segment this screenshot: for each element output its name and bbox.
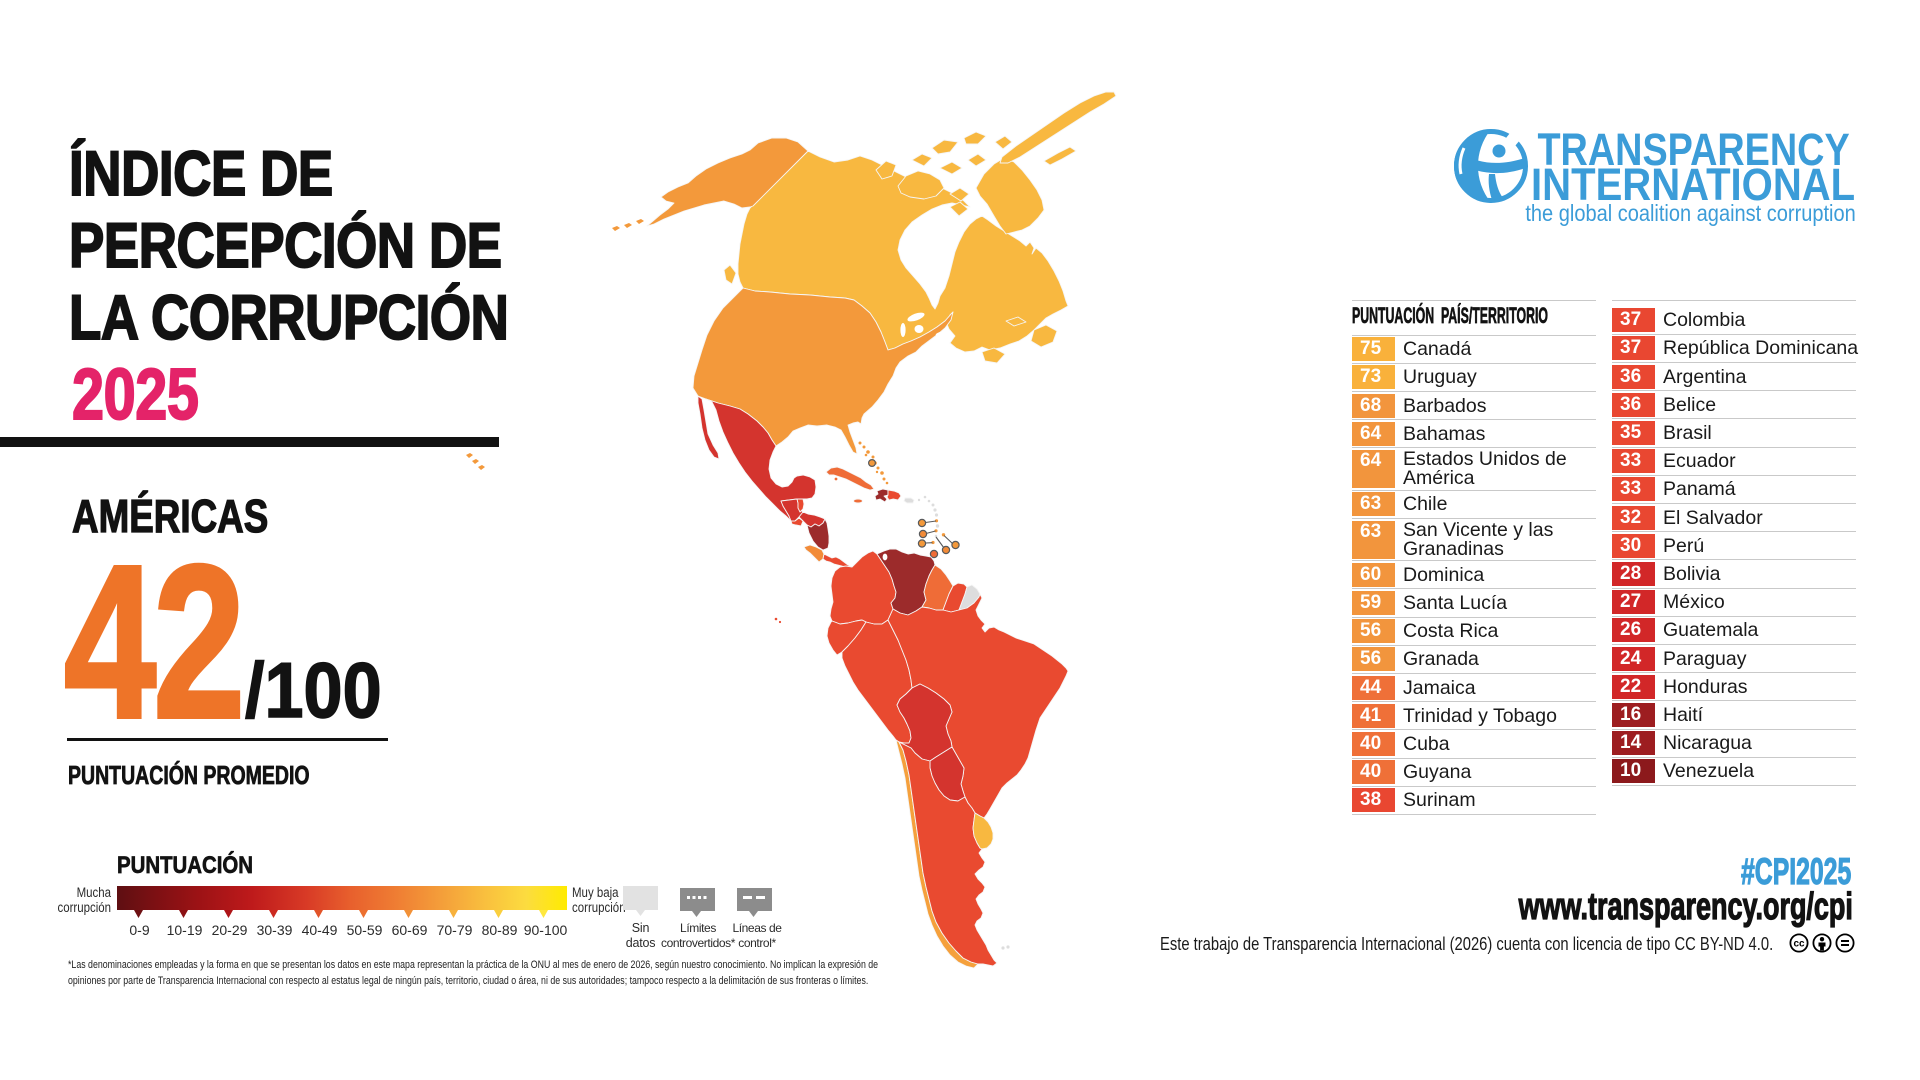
svg-text:cc: cc xyxy=(1793,939,1805,950)
